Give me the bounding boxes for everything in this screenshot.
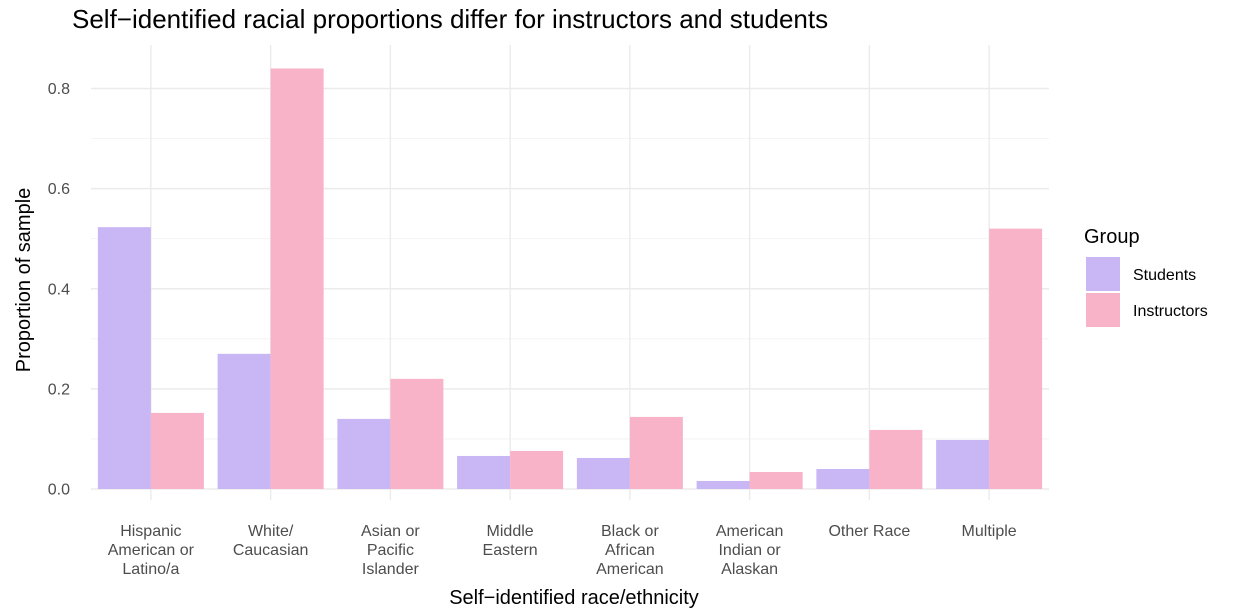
y-tick-label: 0.8	[48, 81, 70, 98]
bar-instructors	[390, 378, 444, 489]
x-tick-label-line: Islander	[362, 561, 420, 578]
x-tick-label-line: American	[596, 561, 664, 578]
bar-instructors	[989, 228, 1043, 490]
x-tick-label: Black or African American	[596, 523, 664, 578]
bar-instructors	[629, 416, 683, 489]
x-tick-label-line: Black or	[601, 523, 659, 540]
x-tick-label-line: American or	[108, 542, 195, 559]
bar-students	[576, 457, 630, 489]
x-tick-label: American Indian or Alaskan	[716, 523, 784, 578]
bar-instructors	[749, 471, 803, 489]
bar-students	[97, 227, 151, 489]
y-tick-label: 0.2	[48, 381, 70, 398]
y-axis-ticks: 0.0 0.2 0.4 0.6 0.8	[48, 81, 70, 499]
bar-students	[217, 353, 271, 489]
bars	[97, 68, 1043, 490]
bar-instructors	[869, 429, 923, 489]
x-axis-title: Self−identified race/ethnicity	[449, 587, 699, 609]
x-tick-label-line: Multiple	[962, 523, 1017, 540]
legend-key-instructors	[1086, 293, 1120, 327]
legend-title: Group	[1084, 226, 1140, 248]
x-tick-label-line: Asian or	[361, 523, 420, 540]
bar-students	[457, 455, 511, 489]
y-tick-label: 0.4	[48, 281, 70, 298]
x-tick-label-line: Other Race	[828, 523, 910, 540]
y-tick-label: 0.0	[48, 482, 70, 499]
x-tick-label: Multiple	[962, 523, 1017, 540]
x-tick-label: Middle Eastern	[483, 523, 538, 559]
x-tick-label-line: Hispanic	[120, 523, 181, 540]
x-tick-label-line: African	[605, 542, 655, 559]
bar-students	[337, 418, 391, 489]
x-tick-label-line: Caucasian	[233, 542, 309, 559]
x-tick-label-line: Alaskan	[721, 561, 778, 578]
x-tick-label-line: Eastern	[483, 542, 538, 559]
bar-students	[816, 468, 870, 489]
x-tick-label-line: Latino/a	[122, 561, 179, 578]
legend-key-students	[1086, 257, 1120, 291]
y-axis-title: Proportion of sample	[13, 188, 35, 373]
bar-instructors	[150, 412, 204, 489]
bar-instructors	[270, 68, 324, 489]
x-tick-label-line: Pacific	[367, 542, 414, 559]
bar-students	[696, 480, 750, 489]
y-tick-label: 0.6	[48, 181, 70, 198]
x-axis-ticks: Hispanic American or Latino/a White/Caucasi…	[108, 523, 1017, 578]
legend-label-instructors: Instructors	[1133, 303, 1208, 320]
bar-students	[936, 439, 990, 489]
x-tick-label: Hispanic American or Latino/a	[108, 523, 195, 578]
x-tick-label-line: Indian or	[718, 542, 781, 559]
x-tick-label-line: Middle	[487, 523, 534, 540]
x-tick-label: Other Race	[828, 523, 910, 540]
x-tick-label: Asian or Pacific Islander	[361, 523, 420, 578]
legend: Group Students Instructors	[1084, 226, 1208, 327]
bar-instructors	[510, 450, 564, 489]
legend-label-students: Students	[1133, 267, 1196, 284]
x-tick-label-line: American	[716, 523, 784, 540]
chart-title: Self−identified racial proportions diffe…	[72, 4, 828, 34]
x-tick-label-line: White/	[248, 523, 294, 540]
x-tick-label: White/Caucasian	[233, 523, 309, 559]
